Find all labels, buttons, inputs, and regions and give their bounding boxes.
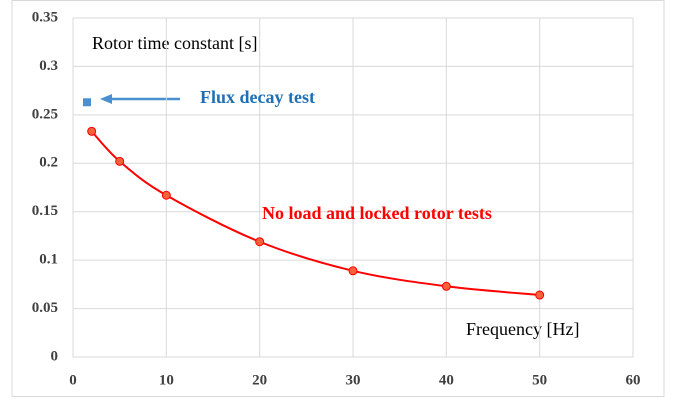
x-tick-label: 20: [252, 372, 267, 388]
x-tick-label: 30: [346, 372, 361, 388]
x-tick-label: 0: [69, 372, 77, 388]
y-tick-label: 0.35: [32, 9, 58, 25]
y-tick-label: 0.3: [39, 58, 58, 74]
data-point: [83, 98, 91, 107]
y-tick-label: 0.25: [32, 106, 58, 122]
y-tick-label: 0: [51, 348, 59, 364]
x-tick-label: 40: [439, 372, 454, 388]
data-point: [115, 156, 125, 166]
series-label: Flux decay test: [200, 87, 315, 107]
y-tick-label: 0.1: [39, 252, 58, 268]
x-tick-label: 60: [626, 372, 641, 388]
y-axis-label: Rotor time constant [s]: [92, 33, 257, 53]
y-tick-label: 0.05: [32, 300, 58, 316]
data-point: [535, 290, 545, 300]
x-axis-label: Frequency [Hz]: [466, 319, 579, 339]
data-point: [348, 266, 358, 276]
data-point: [161, 190, 171, 200]
x-tick-label: 50: [532, 372, 547, 388]
x-tick-label: 10: [159, 372, 174, 388]
series-label: No load and locked rotor tests: [262, 203, 492, 223]
arrow: [100, 94, 180, 104]
y-tick-label: 0.15: [32, 203, 58, 219]
data-point: [255, 237, 265, 247]
arrow-head: [100, 94, 112, 104]
data-point: [441, 281, 451, 291]
y-tick-label: 0.2: [39, 155, 58, 171]
data-point: [87, 126, 97, 136]
